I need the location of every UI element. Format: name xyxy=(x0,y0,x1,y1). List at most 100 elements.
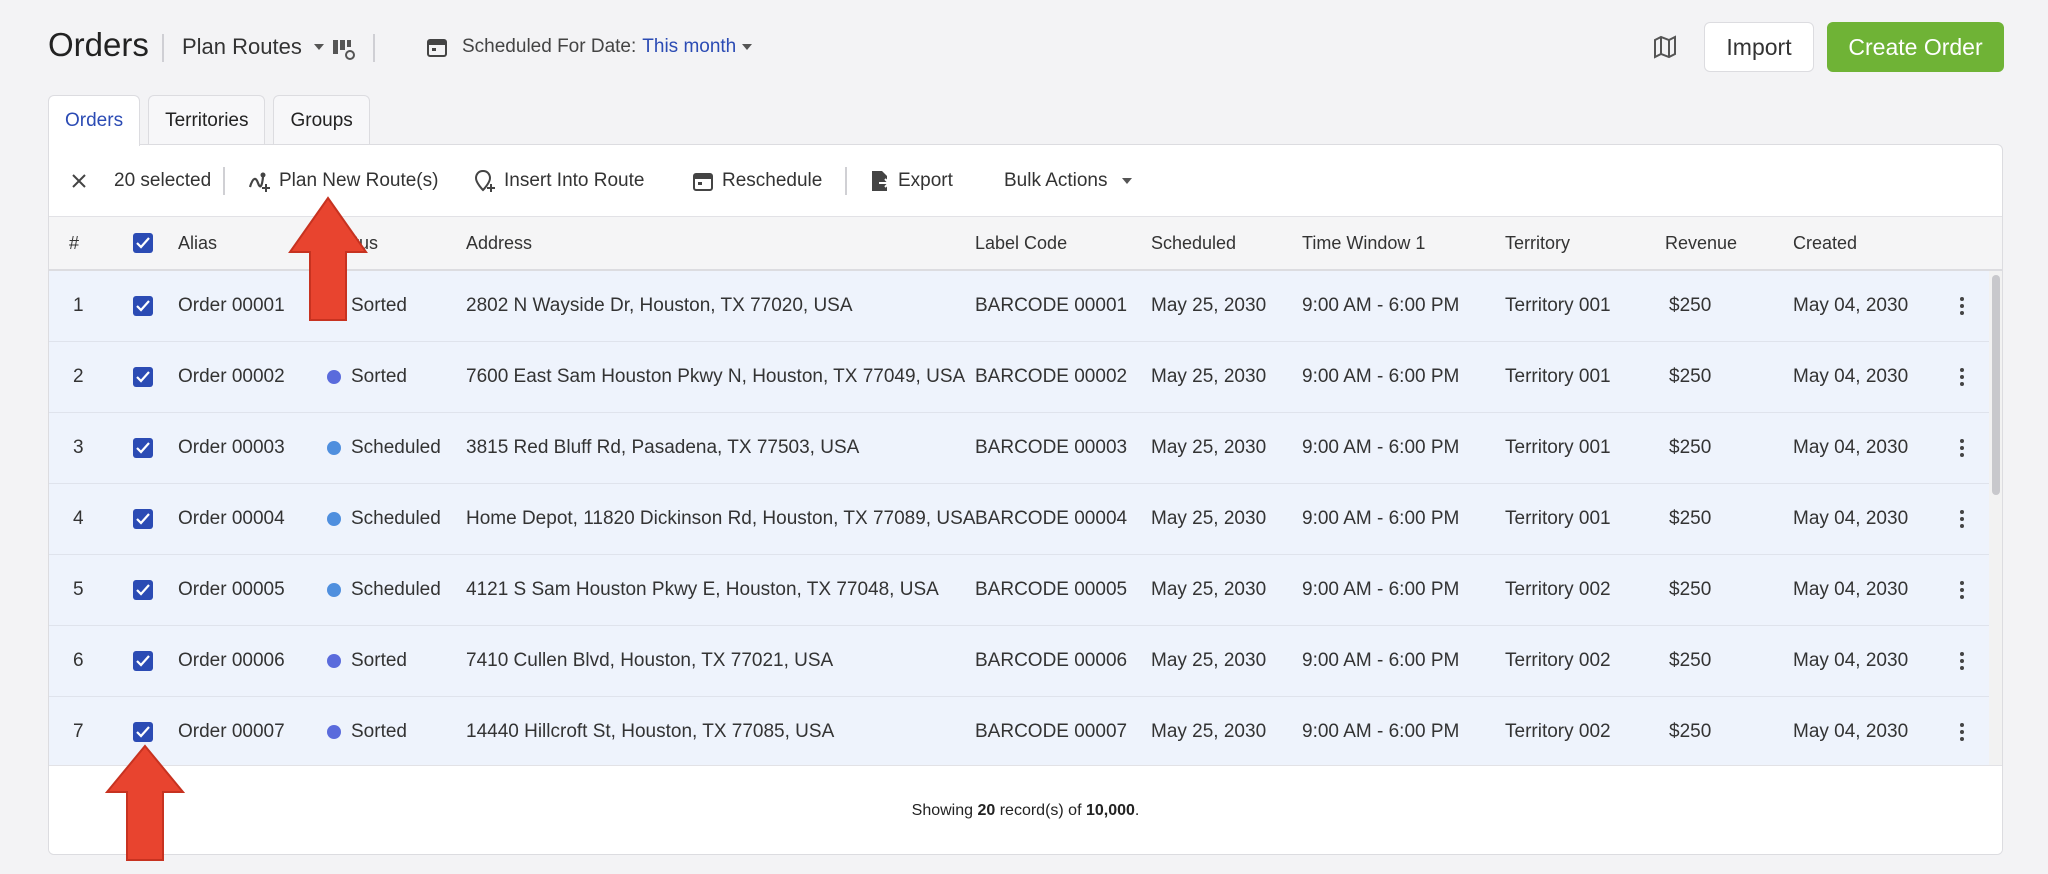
cell-revenue: $250 xyxy=(1669,721,1712,742)
cell-time-window: 9:00 AM - 6:00 PM xyxy=(1302,366,1460,387)
map-icon[interactable] xyxy=(1652,34,1678,60)
status-dot-icon xyxy=(327,654,341,668)
row-menu-button[interactable] xyxy=(1952,413,1972,483)
cell-created: May 04, 2030 xyxy=(1793,579,1909,600)
insert-into-route-label: Insert Into Route xyxy=(504,170,645,191)
status-label: Sorted xyxy=(351,366,407,387)
plan-route-icon xyxy=(248,172,270,192)
row-menu-button[interactable] xyxy=(1952,271,1972,341)
cell-number: 6 xyxy=(73,650,84,671)
table-row[interactable]: 2 Order 00002 Sorted 7600 East Sam Houston … xyxy=(49,342,1989,413)
row-menu-button[interactable] xyxy=(1952,484,1972,554)
create-order-button[interactable]: Create Order xyxy=(1827,22,2004,72)
cell-scheduled: May 25, 2030 xyxy=(1151,721,1267,742)
tab-territories[interactable]: Territories xyxy=(148,95,266,145)
table-row[interactable]: 1 Order 00001 Sorted 2802 N Wayside Dr, Hou… xyxy=(49,271,1989,342)
chevron-down-icon xyxy=(313,44,324,50)
board-settings-icon[interactable] xyxy=(330,36,356,62)
cell-number: 2 xyxy=(73,366,84,387)
row-menu-button[interactable] xyxy=(1952,342,1972,412)
column-header-territory[interactable]: Territory xyxy=(1505,232,1571,253)
column-header-alias[interactable]: Alias xyxy=(178,232,218,253)
cell-time-window: 9:00 AM - 6:00 PM xyxy=(1302,508,1460,529)
cell-label-code: BARCODE 00007 xyxy=(975,721,1128,742)
row-checkbox[interactable] xyxy=(133,697,153,767)
cell-created: May 04, 2030 xyxy=(1793,295,1909,316)
calendar-icon xyxy=(427,39,447,57)
cell-number: 4 xyxy=(73,508,84,529)
selection-toolbar: 20 selected Plan New Route(s) Insert Int… xyxy=(49,145,2002,217)
cell-time-window: 9:00 AM - 6:00 PM xyxy=(1302,721,1460,742)
cell-time-window: 9:00 AM - 6:00 PM xyxy=(1302,295,1460,316)
row-checkbox[interactable] xyxy=(133,626,153,696)
column-header-label-code[interactable]: Label Code xyxy=(975,232,1068,253)
cell-status: Scheduled xyxy=(327,484,441,554)
divider xyxy=(373,34,375,62)
row-checkbox[interactable] xyxy=(133,413,153,483)
plan-new-routes-label: Plan New Route(s) xyxy=(279,170,439,191)
footer-count: 20 xyxy=(977,801,996,819)
column-header-number: # xyxy=(69,232,80,253)
cell-address: 7600 East Sam Houston Pkwy N, Houston, T… xyxy=(466,366,966,387)
table-row[interactable]: 5 Order 00005 Scheduled 4121 S Sam Houston … xyxy=(49,555,1989,626)
tab-groups[interactable]: Groups xyxy=(273,95,370,145)
row-checkbox[interactable] xyxy=(133,271,153,341)
cell-revenue: $250 xyxy=(1669,650,1712,671)
cell-scheduled: May 25, 2030 xyxy=(1151,366,1267,387)
column-header-revenue[interactable]: Revenue xyxy=(1665,232,1738,253)
insert-into-route-button[interactable]: Insert Into Route xyxy=(474,145,644,217)
import-button[interactable]: Import xyxy=(1704,22,1814,72)
cell-status: Sorted xyxy=(327,342,407,412)
table-row[interactable]: 7 Order 00007 Sorted 14440 Hillcroft St, Ho… xyxy=(49,697,1989,768)
cell-created: May 04, 2030 xyxy=(1793,650,1909,671)
cell-time-window: 9:00 AM - 6:00 PM xyxy=(1302,579,1460,600)
table-row[interactable]: 3 Order 00003 Scheduled 3815 Red Bluff Rd, … xyxy=(49,413,1989,484)
row-menu-button[interactable] xyxy=(1952,626,1972,696)
row-checkbox[interactable] xyxy=(133,342,153,412)
column-header-scheduled[interactable]: Scheduled xyxy=(1151,232,1237,253)
column-header-time-window[interactable]: Time Window 1 xyxy=(1302,232,1426,253)
chevron-down-icon xyxy=(742,44,753,50)
cell-created: May 04, 2030 xyxy=(1793,437,1909,458)
checkbox-checked-icon xyxy=(133,367,153,387)
kebab-menu-icon xyxy=(1952,723,1972,741)
vertical-scrollbar[interactable] xyxy=(1989,271,2002,854)
select-all-checkbox[interactable] xyxy=(133,217,153,269)
table-row[interactable]: 4 Order 00004 Scheduled Home Depot, 11820 D… xyxy=(49,484,1989,555)
clear-selection-button[interactable] xyxy=(71,145,87,217)
export-button[interactable]: Export xyxy=(870,145,953,217)
row-menu-button[interactable] xyxy=(1952,555,1972,625)
chevron-down-icon xyxy=(1121,178,1132,184)
cell-address: 14440 Hillcroft St, Houston, TX 77085, U… xyxy=(466,721,835,742)
scrollbar-thumb[interactable] xyxy=(1992,275,2000,495)
status-dot-icon xyxy=(327,583,341,597)
plan-new-routes-button[interactable]: Plan New Route(s) xyxy=(247,145,438,217)
column-header-created[interactable]: Created xyxy=(1793,232,1858,253)
cell-revenue: $250 xyxy=(1669,295,1712,316)
bulk-actions-dropdown[interactable]: Bulk Actions xyxy=(1004,145,1132,217)
status-dot-icon xyxy=(327,370,341,384)
row-checkbox[interactable] xyxy=(133,484,153,554)
page-title: Orders xyxy=(48,26,149,63)
page-header: Orders Plan Routes Scheduled For Date: T… xyxy=(0,0,2048,96)
footer-prefix: Showing xyxy=(911,801,978,819)
cell-revenue: $250 xyxy=(1669,508,1712,529)
tab-orders[interactable]: Orders xyxy=(48,95,141,146)
cell-number: 3 xyxy=(73,437,84,458)
checkbox-checked-icon xyxy=(133,438,153,458)
status-label: Sorted xyxy=(351,721,407,742)
row-menu-button[interactable] xyxy=(1952,697,1972,767)
scheduled-date-filter[interactable]: Scheduled For Date: This month xyxy=(426,36,753,58)
cell-label-code: BARCODE 00002 xyxy=(975,366,1128,387)
column-header-address[interactable]: Address xyxy=(466,232,533,253)
cell-address: 7410 Cullen Blvd, Houston, TX 77021, USA xyxy=(466,650,834,671)
plan-routes-dropdown[interactable]: Plan Routes xyxy=(182,34,324,60)
cell-status: Scheduled xyxy=(327,555,441,625)
cell-alias: Order 00002 xyxy=(178,366,285,387)
scheduled-value[interactable]: This month xyxy=(642,36,737,57)
reschedule-button[interactable]: Reschedule xyxy=(692,145,822,217)
divider xyxy=(162,34,164,62)
table-row[interactable]: 6 Order 00006 Sorted 7410 Cullen Blvd, Hous… xyxy=(49,626,1989,697)
reschedule-label: Reschedule xyxy=(722,170,823,191)
row-checkbox[interactable] xyxy=(133,555,153,625)
